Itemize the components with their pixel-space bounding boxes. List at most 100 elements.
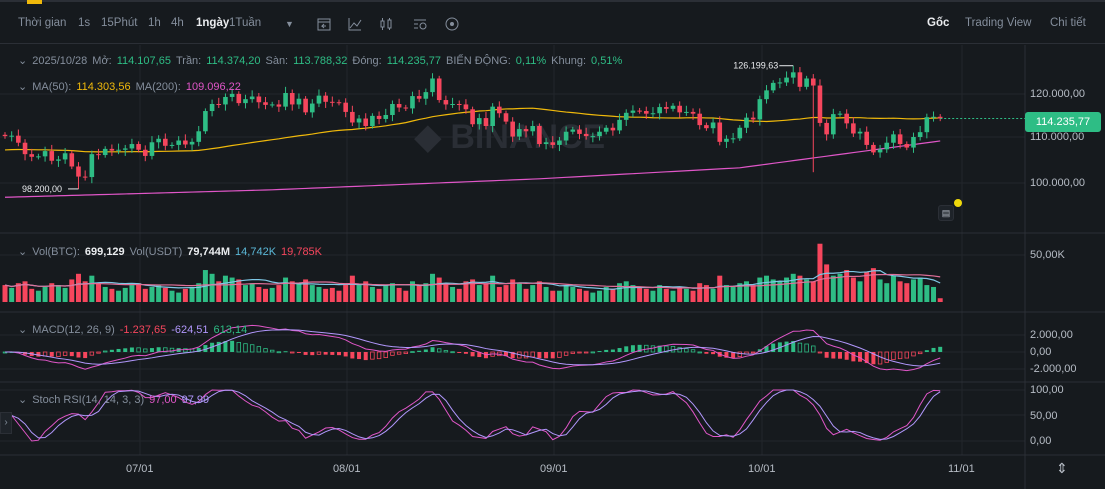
volume-bar (623, 281, 629, 302)
chevron-down-icon[interactable]: ⌄ (18, 246, 28, 258)
macd-line (4, 324, 941, 372)
macd-tick: -2.000,00 (1030, 363, 1077, 375)
candle (176, 140, 181, 145)
candle (497, 106, 502, 114)
candle (336, 102, 342, 104)
candle (156, 138, 161, 143)
high-annotation: 126.199,63 (733, 61, 778, 71)
candle (216, 104, 222, 105)
candle (784, 77, 789, 83)
macd-histogram-bar (724, 352, 729, 358)
candle (42, 151, 48, 157)
macd-histogram-bar (624, 346, 629, 352)
volume-bar (931, 286, 937, 302)
volume-bar (583, 290, 589, 302)
x-tick: 08/01 (333, 463, 361, 475)
expand-panel-button[interactable]: › (0, 412, 12, 434)
candle (276, 104, 282, 107)
macd-histogram-bar (143, 348, 148, 353)
tab-1w[interactable]: 1Tuần (229, 17, 262, 29)
candle (289, 93, 295, 105)
view-details[interactable]: Chi tiết (1050, 17, 1086, 29)
tab-1s[interactable]: 1s (78, 17, 91, 29)
candle (730, 138, 736, 140)
candle (543, 142, 549, 145)
chevron-down-icon[interactable]: ⌄ (18, 324, 28, 336)
macd-histogram-bar (62, 351, 68, 356)
tab-4h[interactable]: 4h (171, 17, 184, 29)
macd-histogram-bar (804, 343, 809, 353)
indicator-settings-icon[interactable] (412, 16, 428, 32)
macd-histogram-bar (530, 351, 535, 358)
line-chart-icon[interactable] (347, 16, 363, 32)
timeframe-label: Thời gian (18, 17, 67, 29)
candle (764, 90, 769, 100)
volume-legend: ⌄ Vol(BTC): 699,129 Vol(USDT) 79,744M 14,742K… (18, 246, 323, 258)
candle (102, 148, 108, 156)
candle (376, 115, 382, 119)
volume-bar (697, 283, 703, 302)
candlestick-icon[interactable] (378, 16, 394, 32)
view-original[interactable]: Gốc (927, 17, 950, 29)
calendar-icon[interactable] (316, 16, 332, 32)
volume-bar (610, 288, 616, 302)
candle (323, 95, 328, 102)
volume-bar (416, 285, 422, 302)
tab-15m[interactable]: 15Phút (101, 17, 138, 29)
view-tradingview[interactable]: Trading View (965, 17, 1032, 29)
range-value: 0,51% (591, 55, 623, 67)
auto-scale-icon[interactable]: ⇕ (1056, 460, 1068, 476)
candle (243, 99, 248, 104)
chevron-down-icon[interactable]: ⌄ (18, 394, 28, 406)
candle (96, 154, 101, 156)
candle (931, 116, 936, 118)
news-icon[interactable]: ▤ (938, 205, 954, 221)
macd-histogram-bar (156, 347, 161, 352)
tab-1h[interactable]: 1h (148, 17, 161, 29)
volume-bar (910, 279, 916, 302)
candle (831, 114, 836, 135)
candle (677, 105, 682, 113)
macd-histogram-bar (276, 351, 282, 354)
candle (169, 144, 175, 146)
volume-bar (162, 287, 168, 302)
candle (430, 78, 435, 93)
volume-bar (156, 285, 162, 302)
candle (403, 107, 409, 109)
candle (523, 129, 529, 132)
volume-bar (236, 279, 242, 302)
candle (770, 82, 776, 91)
macd-tick: 0,00 (1030, 346, 1052, 358)
candle (897, 134, 903, 145)
candle (797, 72, 803, 87)
volume-bar (884, 283, 890, 302)
candle (410, 96, 415, 109)
chevron-down-icon[interactable]: ⌄ (18, 81, 28, 93)
macd-histogram-bar (337, 352, 341, 356)
tab-1d[interactable]: 1ngày (196, 17, 230, 29)
candle (129, 144, 135, 149)
volume-bar (242, 285, 248, 302)
macd-histogram-bar (764, 346, 769, 352)
macd-histogram-bar (363, 352, 368, 361)
macd-histogram-bar (657, 345, 662, 352)
settings-icon[interactable] (444, 16, 460, 32)
candle (643, 111, 649, 114)
macd-histogram-bar (303, 352, 308, 355)
volume-bar (570, 286, 576, 302)
candle (183, 140, 188, 145)
macd-histogram-bar (664, 345, 669, 353)
watermark: ◆ BINANCE (414, 118, 606, 156)
chevron-down-icon[interactable]: ⌄ (18, 55, 28, 67)
price-chart[interactable]: ◆ BINANCE 126.199,63 98.200,00 (0, 45, 1105, 489)
candle (16, 135, 21, 143)
volume-bar (516, 283, 522, 302)
chevron-down-icon[interactable]: ▼ (285, 19, 294, 29)
volume-bar (797, 275, 803, 302)
candle (690, 111, 696, 114)
macd-histogram-bar (136, 347, 141, 353)
volume-bar (263, 288, 269, 302)
candle (443, 100, 449, 105)
volume-bar (396, 287, 402, 302)
candle (810, 78, 816, 86)
